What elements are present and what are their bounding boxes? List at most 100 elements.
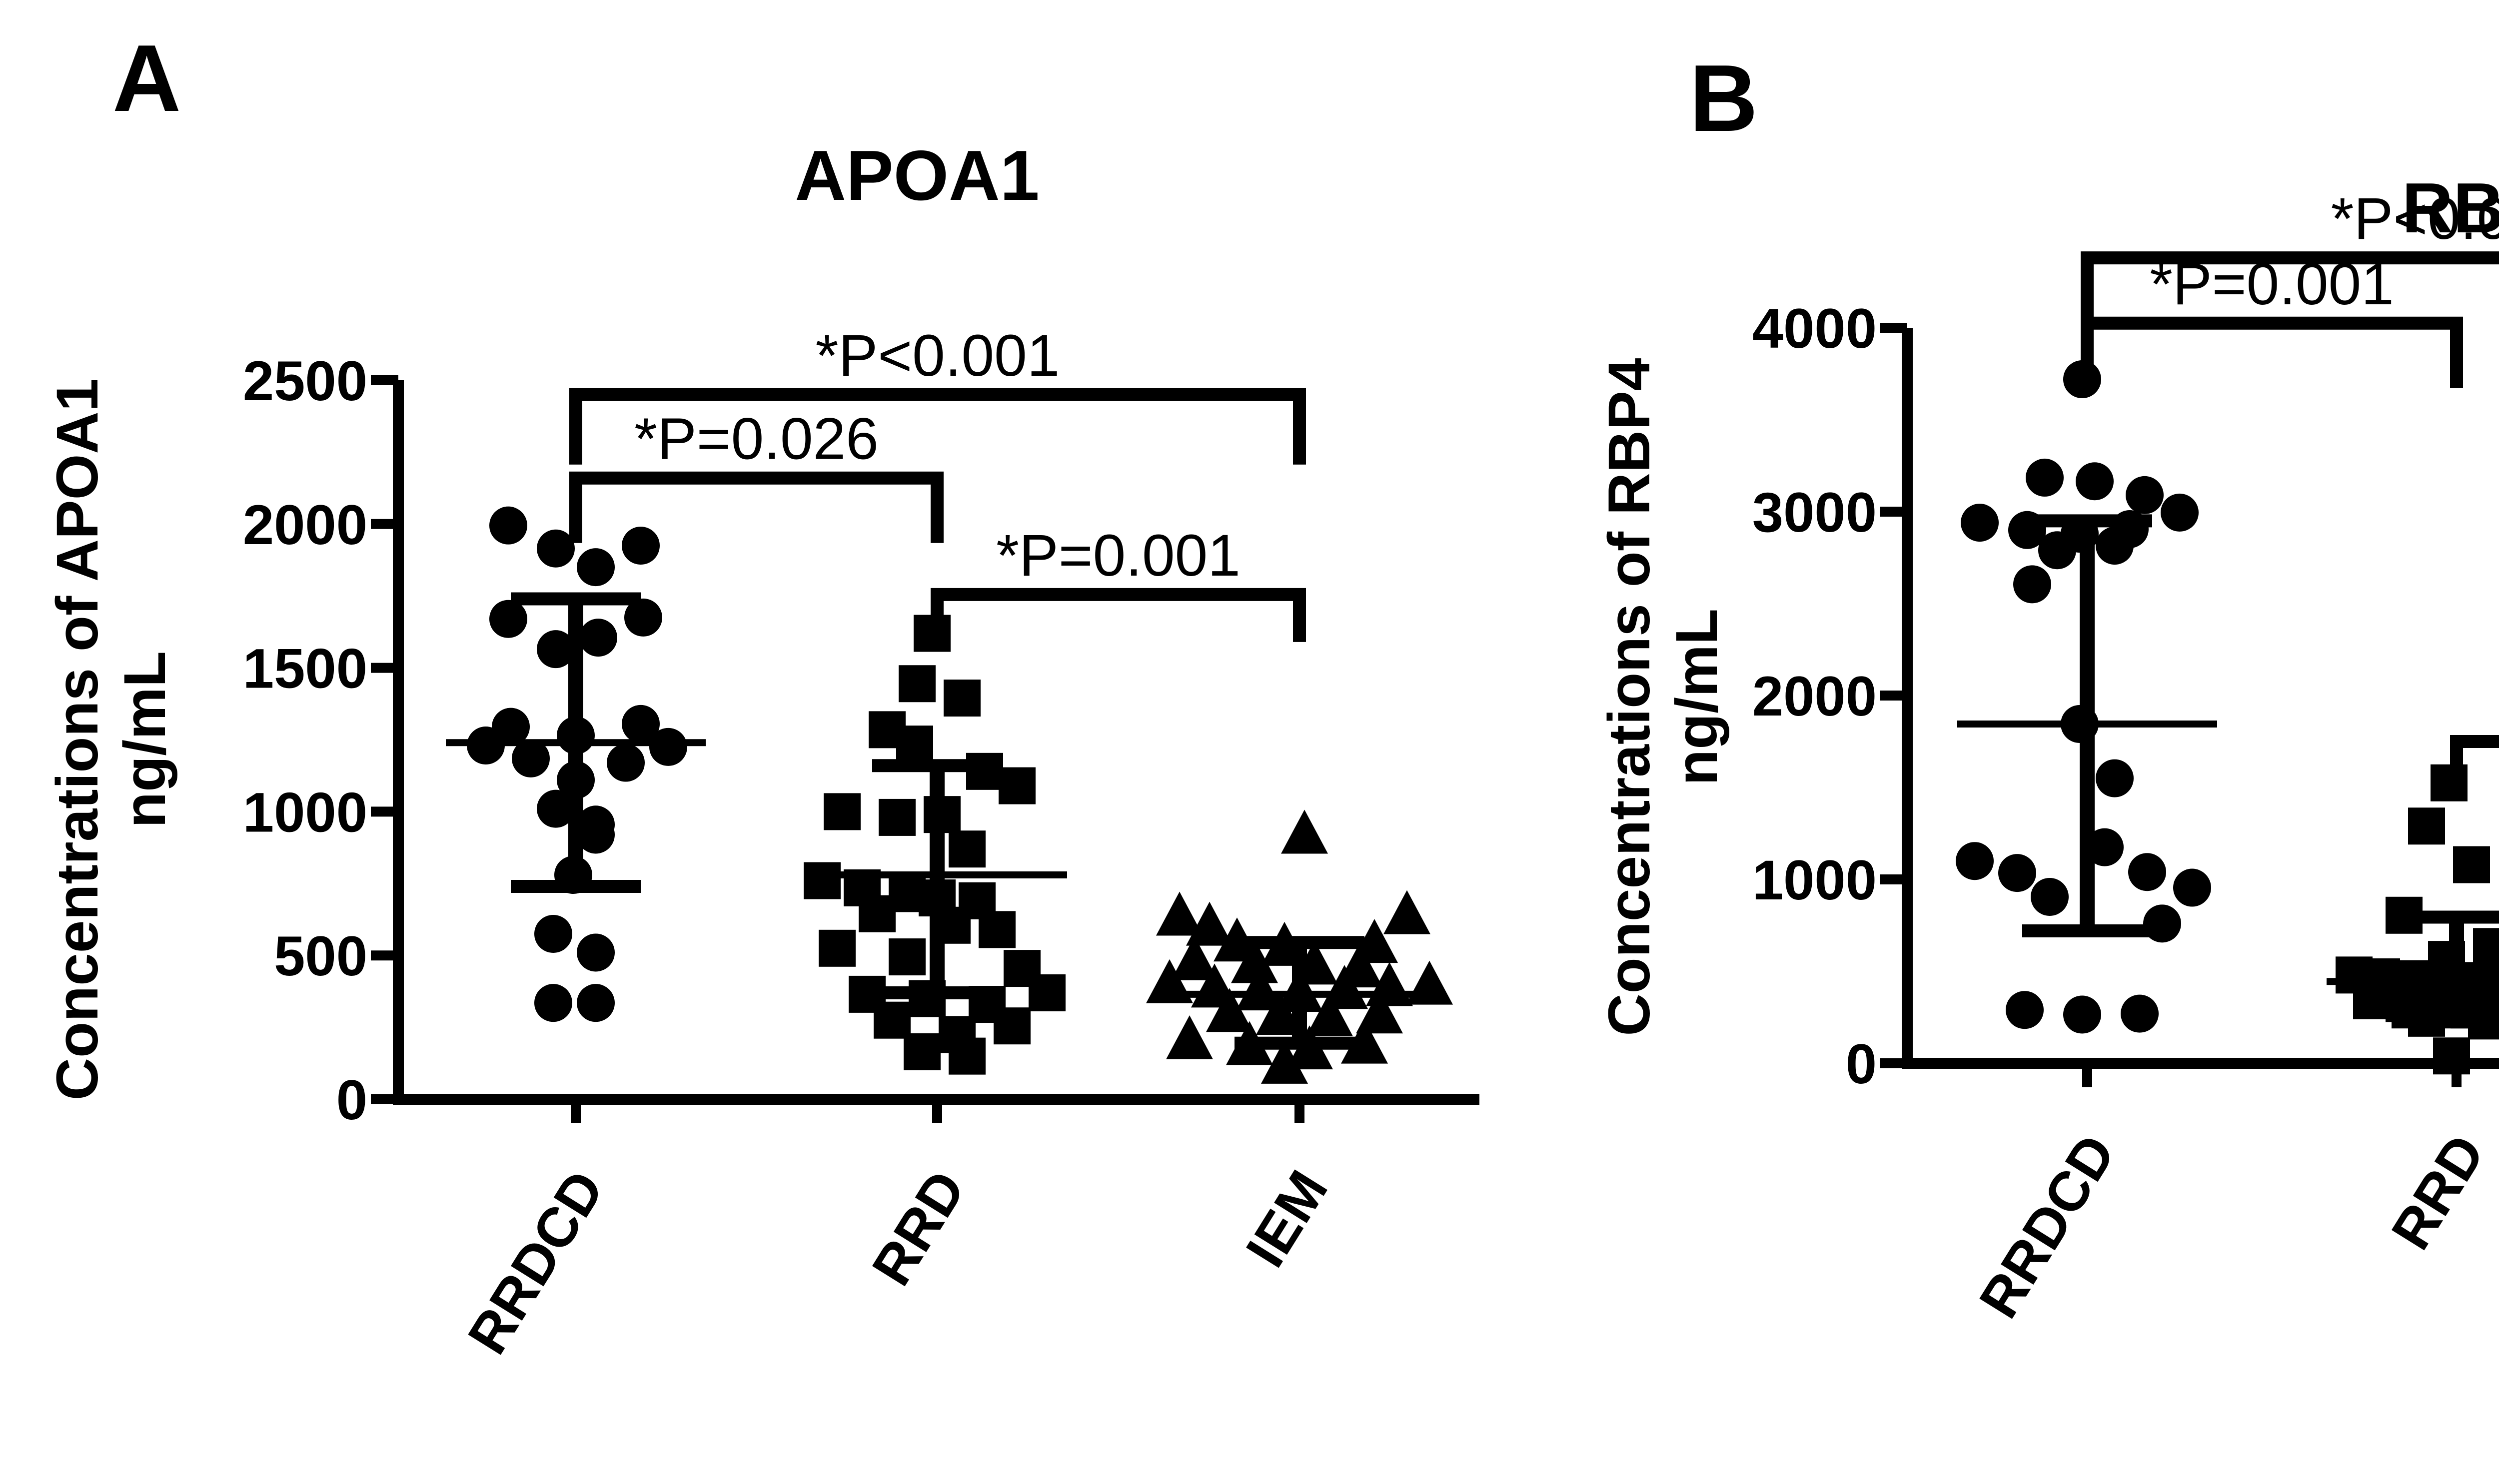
significance-label: *P<0.001	[816, 323, 1060, 389]
data-point-triangle	[1341, 1019, 1388, 1064]
data-point-circle	[2161, 493, 2199, 532]
data-point-triangle	[1286, 1025, 1333, 1070]
data-point-circle	[557, 761, 595, 799]
data-point-square	[949, 830, 986, 868]
y-tick-label: 0	[336, 1069, 367, 1131]
data-point-circle	[2126, 476, 2164, 514]
data-point-circle	[2006, 991, 2044, 1029]
data-point-square	[859, 895, 896, 932]
data-point-square	[979, 911, 1016, 948]
data-point-circle	[2128, 853, 2166, 891]
data-point-circle	[622, 526, 660, 565]
y-tick-label: 3000	[1752, 481, 1877, 544]
significance-label: *P<0.001	[2331, 186, 2499, 252]
data-point-circle	[2008, 511, 2046, 549]
series-rrd	[2327, 764, 2499, 1075]
y-axis-label: Concentrations of APOA1	[44, 379, 110, 1101]
data-point-square	[2493, 963, 2499, 1000]
significance-bracket	[2081, 251, 2499, 323]
significance-bracket	[569, 388, 1306, 465]
data-point-triangle	[1406, 960, 1453, 1005]
x-category-label-rrdcd: RRDCD	[1967, 1124, 2127, 1328]
data-point-square	[2453, 846, 2490, 883]
data-point-triangle	[1291, 940, 1338, 985]
data-point-circle	[624, 598, 662, 637]
x-category-label-rrd: RRD	[860, 1160, 978, 1296]
data-point-square	[1029, 974, 1066, 1012]
data-point-circle	[579, 619, 617, 657]
data-point-circle	[537, 789, 575, 828]
data-point-circle	[2013, 565, 2051, 604]
data-point-circle	[2076, 462, 2114, 501]
data-point-square	[879, 798, 916, 836]
data-point-triangle	[1261, 1039, 1308, 1084]
data-point-square	[999, 767, 1036, 804]
chart-title: APOA1	[795, 136, 1039, 215]
data-point-circle	[607, 743, 645, 782]
data-point-square	[819, 929, 856, 967]
data-point-circle	[1956, 842, 1994, 880]
y-axis-units-label: ng/mL	[1664, 609, 1730, 785]
data-point-square	[924, 796, 961, 833]
y-tick-label: 2500	[243, 350, 367, 412]
data-point-circle	[537, 630, 575, 669]
data-point-circle	[1961, 504, 1999, 542]
data-point-circle	[622, 705, 660, 743]
data-point-circle	[554, 856, 592, 894]
data-point-square	[896, 726, 933, 763]
data-point-square	[2408, 807, 2445, 845]
data-point-square	[2473, 928, 2499, 965]
data-point-triangle	[1383, 890, 1430, 934]
data-point-triangle	[1171, 936, 1218, 980]
significance-bracket	[569, 471, 944, 543]
data-point-triangle	[1146, 959, 1193, 1003]
data-point-triangle	[1281, 809, 1328, 854]
series-iem	[1146, 809, 1453, 1084]
data-point-circle	[557, 716, 595, 754]
data-point-square	[994, 1007, 1031, 1045]
data-point-square	[804, 862, 841, 899]
data-point-square	[966, 752, 1003, 790]
significance-bracket	[931, 588, 1306, 642]
data-point-triangle	[1206, 988, 1253, 1032]
data-point-triangle	[1276, 968, 1323, 1012]
panel-letter: B	[1689, 45, 1758, 151]
data-point-circle	[489, 600, 527, 638]
data-point-triangle	[1236, 966, 1283, 1011]
data-point-circle	[534, 984, 572, 1022]
data-point-square	[899, 665, 936, 703]
data-point-triangle	[1156, 891, 1203, 936]
data-point-circle	[2026, 458, 2064, 497]
data-point-triangle	[1261, 921, 1308, 966]
significance-bracket	[2450, 735, 2499, 799]
data-point-square	[874, 1001, 911, 1039]
data-point-circle	[537, 529, 575, 568]
y-tick-label: 1500	[243, 638, 367, 700]
y-tick-label: 1000	[243, 781, 367, 843]
y-axis-label: Concentrations of RBP4	[1596, 358, 1662, 1036]
chart-title: RBP4	[2402, 168, 2499, 248]
significance-label: *P=0.001	[2150, 251, 2394, 317]
data-point-square	[909, 980, 946, 1017]
data-point-square	[2408, 999, 2445, 1037]
significance-label: *P=0.026	[634, 406, 879, 472]
data-point-circle	[2086, 828, 2124, 866]
significance-bracket	[2081, 316, 2463, 388]
data-point-square	[2353, 982, 2390, 1019]
data-point-circle	[2143, 904, 2181, 943]
y-tick-label: 0	[1846, 1033, 1877, 1095]
data-point-triangle	[1321, 965, 1368, 1009]
y-axis-units-label: ng/mL	[112, 651, 178, 828]
data-point-square	[889, 938, 926, 976]
data-point-triangle	[1356, 989, 1403, 1034]
x-category-label-iem: IEM	[1234, 1160, 1340, 1277]
data-point-circle	[577, 548, 615, 587]
data-point-circle	[512, 739, 550, 777]
data-point-triangle	[1306, 992, 1353, 1036]
y-tick-label: 2000	[1752, 665, 1877, 728]
data-point-square	[2433, 1037, 2470, 1075]
series-rrd	[804, 615, 1067, 1075]
data-point-triangle	[1256, 991, 1303, 1035]
